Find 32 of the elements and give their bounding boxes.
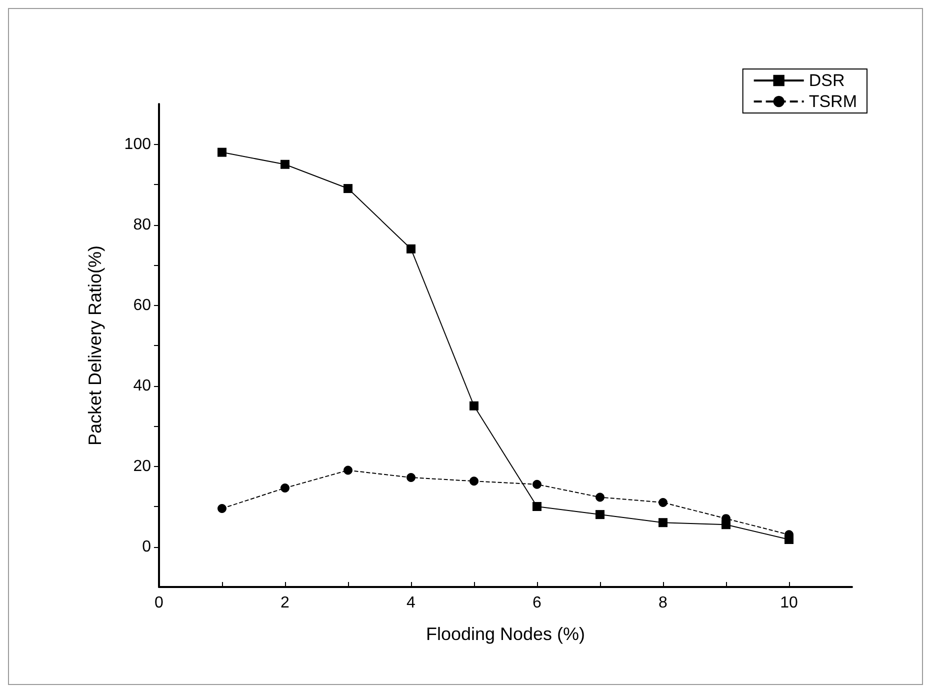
point: [658, 518, 668, 528]
point: [280, 160, 290, 169]
y-tick-label: 80: [133, 216, 152, 234]
point: [406, 244, 416, 254]
point: [596, 510, 604, 520]
y-tick-label: 0: [142, 538, 152, 556]
point: [218, 504, 226, 514]
y-tick-label: 60: [133, 296, 152, 314]
point: [532, 502, 542, 511]
point: [218, 148, 226, 157]
point: [596, 492, 604, 502]
point: [470, 401, 478, 410]
legend-label: TSRM: [808, 92, 858, 111]
point: [280, 483, 290, 492]
x-tick-label: 6: [532, 594, 542, 612]
y-axis-title: Packet Delivery Ratio(%): [85, 245, 105, 446]
x-tick-label: 8: [658, 594, 668, 612]
x-tick-label: 4: [406, 594, 416, 612]
point: [532, 480, 542, 489]
x-tick-label: 0: [154, 594, 164, 612]
x-tick-label: 2: [280, 594, 290, 612]
y-tick-label: 40: [133, 377, 152, 394]
point: [470, 476, 478, 486]
y-tick-label: 100: [124, 136, 152, 153]
point: [406, 473, 416, 482]
legend-label: DSR: [808, 71, 845, 90]
x-tick-label: 10: [780, 594, 798, 612]
x-axis-title: Flooding Nodes (%): [426, 624, 586, 644]
point: [658, 498, 668, 507]
point: [344, 184, 352, 194]
point: [344, 466, 352, 475]
y-tick-label: 20: [133, 458, 152, 475]
